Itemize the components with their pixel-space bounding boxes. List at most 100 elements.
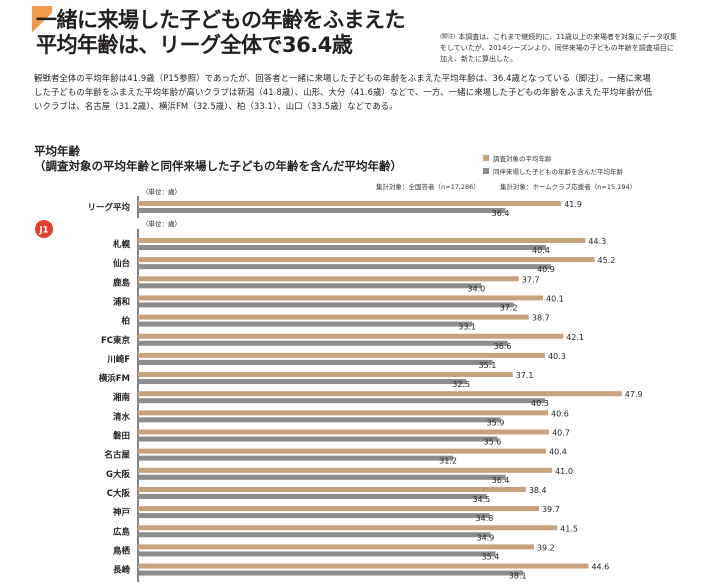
sample-note-home: 集計対象：ホームクラブ応援者（n=15,194） [500,183,637,191]
bar-with-children-club-3 [138,302,514,308]
bar-with-children-club-16 [138,551,496,557]
bar-survey-club-4 [138,314,529,320]
value-label-survey-club-4: 38.7 [532,314,550,323]
value-label-survey-club-13: 38.4 [529,486,547,495]
value-label-with-children-club-15: 34.9 [476,533,494,542]
bar-survey-club-16 [138,544,534,550]
value-label-survey-club-11: 40.4 [549,448,567,457]
value-label-with-children-club-17: 38.1 [509,572,527,581]
value-label-with-children-overall: 36.4 [492,209,510,218]
bar-survey-club-2 [138,276,519,282]
bar-with-children-club-0 [138,245,547,250]
bar-with-children-club-9 [138,417,501,423]
category-label-club-16: 鳥栖 [113,545,131,556]
value-label-survey-club-14: 39.7 [542,505,560,514]
value-label-with-children-club-16: 35.4 [482,552,500,561]
bar-survey-club-3 [138,295,544,301]
legend-item-survey: 調査対象の平均年齢 [483,153,552,163]
bar-with-children-club-7 [138,379,467,385]
category-label-overall: リーグ平均 [87,202,130,213]
value-label-with-children-club-1: 40.9 [537,265,555,274]
value-label-with-children-club-4: 33.1 [458,323,476,332]
legend-item-with-children: 同伴来場した子どもの年齢を含んだ平均年齢 [483,166,623,176]
j1-badge [35,220,53,238]
value-label-survey-club-8: 47.9 [625,390,643,399]
value-label-survey-club-5: 42.1 [566,333,584,342]
page-title: 一緒に来場した子どもの年齢をふまえた 平均年齢は、リーグ全体で36.4歳 [36,8,436,58]
bar-survey-club-6 [138,352,546,358]
category-label-club-3: 浦和 [113,296,130,307]
legend-swatch-with-children [483,168,489,174]
bar-with-children-club-12 [138,474,506,480]
chart-title: 平均年齢 [34,144,80,158]
unit-label-overall: （単位：歳） [142,187,181,196]
bar-survey-club-13 [138,486,526,492]
category-label-club-4: 柏 [121,316,130,327]
value-label-survey-club-7: 37.1 [516,371,534,380]
category-label-club-17: 長崎 [113,565,131,576]
bar-with-children-overall [138,208,506,213]
footnote-text: 本調査は、これまで継続的に、11歳以上の来場者を対象にデータ収集をしていたが、2… [440,33,677,63]
bar-with-children-club-8 [138,398,546,404]
title-accent-corner [32,6,52,34]
category-label-club-13: C大阪 [107,488,131,499]
footnote: (脚注) 本調査は、これまで継続的に、11歳以上の来場者を対象にデータ収集をしてい… [440,32,680,65]
sample-note-all: 集計対象：全国答者（n=17,286） [376,183,480,191]
lead-paragraph: 観戦者全体の平均年齢は41.9歳（P15参照）であったが、回答者と一緒に来場した… [34,73,653,111]
bar-survey-club-17 [138,563,589,569]
bar-with-children-club-15 [138,532,491,538]
bar-with-children-club-11 [138,455,454,461]
title-line-2: 平均年齢は、リーグ全体で36.4歳 [36,33,353,57]
category-label-club-14: 神戸 [113,507,131,518]
value-label-survey-club-10: 40.7 [552,429,570,438]
value-label-with-children-club-3: 37.2 [500,303,518,312]
value-label-with-children-club-9: 35.9 [487,418,505,427]
bar-survey-club-12 [138,467,553,473]
category-label-club-10: 磐田 [112,431,130,442]
bar-with-children-club-14 [138,513,490,519]
value-label-survey-club-6: 40.3 [548,352,566,361]
category-label-club-0: 札幌 [112,239,131,250]
legend-label-with-children: 同伴来場した子どもの年齢を含んだ平均年齢 [493,168,623,176]
value-label-survey-club-9: 40.6 [551,409,569,418]
category-label-club-15: 広島 [113,526,131,537]
value-label-with-children-club-12: 36.4 [492,476,510,485]
bar-survey-club-9 [138,410,549,416]
value-label-with-children-club-5: 36.6 [494,342,512,351]
value-label-with-children-club-10: 35.6 [484,438,502,447]
bar-survey-overall [138,201,562,206]
bar-survey-club-0 [138,238,586,243]
value-label-survey-overall: 41.9 [564,200,582,209]
category-label-club-1: 仙台 [113,258,131,269]
bar-with-children-club-4 [138,321,473,327]
legend-label-survey: 調査対象の平均年齢 [493,155,552,163]
category-label-club-12: G大阪 [106,469,130,480]
category-label-club-7: 横浜FM [98,373,130,384]
category-label-club-8: 湘南 [113,392,131,403]
title-line-1: 一緒に来場した子どもの年齢をふまえた [36,8,406,32]
value-label-survey-club-15: 41.5 [560,524,578,533]
bar-with-children-club-10 [138,436,498,442]
bar-with-children-club-17 [138,570,523,576]
value-label-with-children-club-0: 40.4 [532,246,550,255]
value-label-survey-club-0: 44.3 [588,237,606,246]
value-label-survey-club-1: 45.2 [598,256,616,265]
unit-label-j1: （単位：歳） [142,219,181,228]
bar-with-children-club-1 [138,264,552,270]
value-label-survey-club-17: 44.6 [591,563,609,572]
chart-subtitle: （調査対象の平均年齢と同伴来場した子どもの年齢を含んだ平均年齢） [34,159,402,173]
value-label-with-children-club-8: 40.3 [531,399,549,408]
category-label-club-11: 名古屋 [104,450,130,461]
bar-survey-club-1 [138,257,595,263]
value-label-with-children-club-7: 32.5 [452,380,470,389]
category-label-club-9: 清水 [113,411,131,422]
value-label-survey-club-12: 41.0 [555,467,573,476]
bar-with-children-club-5 [138,340,508,346]
legend-swatch-survey [483,155,489,161]
category-label-club-5: FC東京 [101,335,131,346]
bar-with-children-club-6 [138,359,493,365]
bar-survey-club-5 [138,333,564,339]
category-label-club-2: 鹿島 [112,277,131,288]
bar-survey-club-14 [138,506,539,512]
